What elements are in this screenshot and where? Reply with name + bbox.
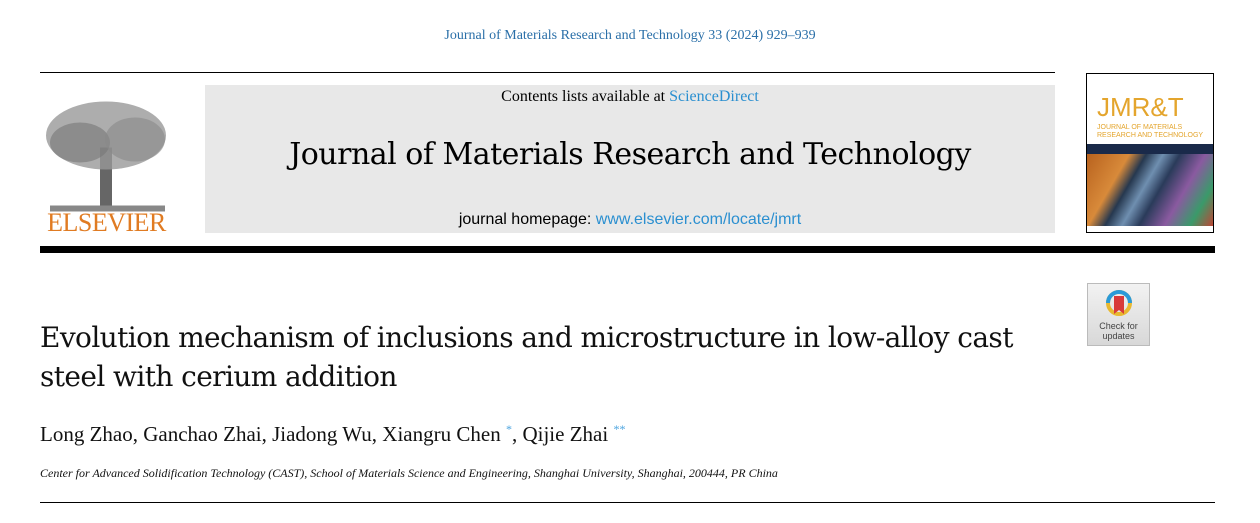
- journal-title: Journal of Materials Research and Techno…: [289, 137, 971, 172]
- bookmark-ring-icon: [1106, 290, 1132, 316]
- homepage-link[interactable]: www.elsevier.com/locate/jmrt: [595, 211, 802, 228]
- header-bar: [40, 246, 1215, 253]
- homepage-prefix: journal homepage:: [458, 211, 596, 228]
- elsevier-wordmark: ELSEVIER: [47, 208, 166, 237]
- author[interactable]: Ganchao Zhai: [143, 422, 262, 446]
- bottom-divider: [40, 502, 1215, 503]
- contents-line: Contents lists available at ScienceDirec…: [205, 88, 1055, 106]
- cover-journal-name: JOURNAL OF MATERIALS RESEARCH AND TECHNO…: [1097, 124, 1204, 139]
- top-divider: [40, 72, 1055, 73]
- check-for-updates-label: Check for updates: [1099, 321, 1138, 341]
- journal-citation[interactable]: Journal of Materials Research and Techno…: [444, 28, 816, 43]
- contents-prefix: Contents lists available at: [501, 88, 670, 105]
- cover-abbreviation: JMR&T: [1097, 92, 1184, 122]
- author[interactable]: Qijie Zhai: [522, 422, 609, 446]
- affiliation: Center for Advanced Solidification Techn…: [40, 466, 778, 480]
- corresponding-author-mark[interactable]: *: [505, 422, 512, 436]
- check-for-updates-button[interactable]: Check for updates: [1087, 283, 1150, 346]
- cover-strip: [1087, 144, 1213, 154]
- elsevier-tree-logo-icon[interactable]: [40, 85, 173, 235]
- journal-banner: Contents lists available at ScienceDirec…: [205, 85, 1055, 233]
- corresponding-author-mark[interactable]: **: [613, 422, 626, 436]
- sciencedirect-link[interactable]: ScienceDirect: [669, 88, 759, 105]
- author[interactable]: Long Zhao: [40, 422, 133, 446]
- author[interactable]: Jiadong Wu: [272, 422, 372, 446]
- author-list: Long Zhao, Ganchao Zhai, Jiadong Wu, Xia…: [40, 422, 626, 446]
- author[interactable]: Xiangru Chen: [382, 422, 501, 446]
- homepage-line: journal homepage: www.elsevier.com/locat…: [205, 211, 1055, 229]
- article-title: Evolution mechanism of inclusions and mi…: [40, 321, 1013, 393]
- journal-cover[interactable]: JMR&T JOURNAL OF MATERIALS RESEARCH AND …: [1086, 73, 1214, 233]
- cover-image: [1087, 154, 1213, 226]
